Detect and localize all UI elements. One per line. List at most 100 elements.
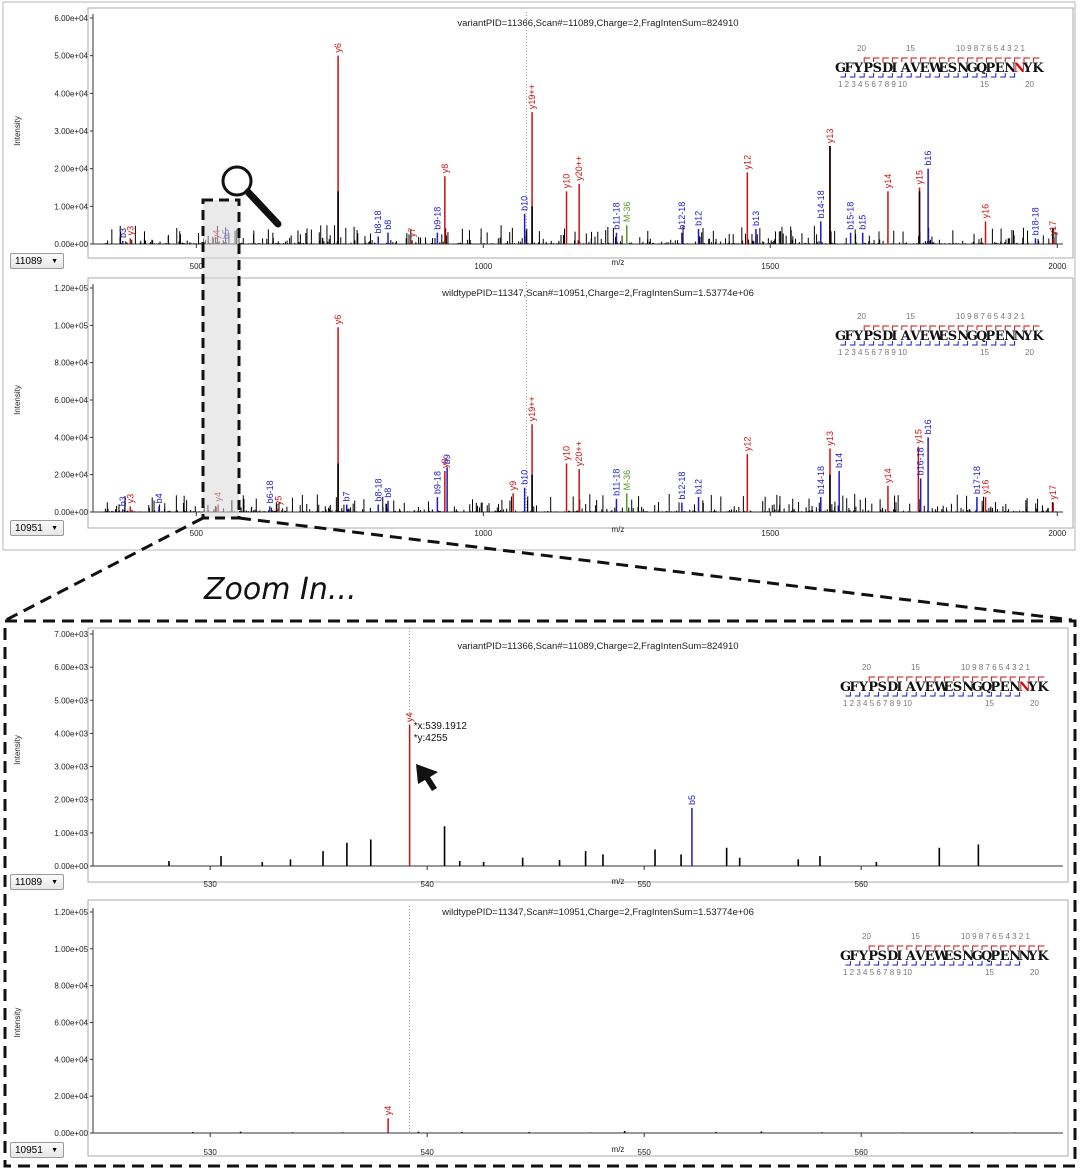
y-fragment-bracket <box>896 676 904 681</box>
peak-label: b9-18 <box>432 471 442 494</box>
b-fragment-bracket <box>887 73 893 78</box>
b-fragment-bracket <box>878 341 884 346</box>
y-tick-label: 4.00e+04 <box>54 433 88 442</box>
seq-top-number: 15 <box>911 932 920 941</box>
b-fragment-bracket <box>845 692 851 697</box>
b-fragment-bracket <box>972 341 978 346</box>
magnifier-icon <box>221 165 282 228</box>
seq-bottom-number: 20 <box>1030 699 1039 708</box>
x-axis-label: m/z <box>612 877 625 886</box>
b-fragment-bracket <box>990 341 997 346</box>
dropdown-chevron-icon: ▼ <box>51 525 58 532</box>
y-fragment-bracket <box>901 57 908 62</box>
sequence-residue: G <box>840 949 851 964</box>
peak-label: b18-18 <box>1030 207 1040 235</box>
y-fragment-bracket <box>891 325 899 330</box>
sequence-residue: F <box>844 329 854 344</box>
peak-label: y19++ <box>527 396 537 421</box>
y-fragment-bracket <box>929 325 936 330</box>
y-fragment-bracket <box>910 57 918 62</box>
sequence-residue: E <box>938 329 948 344</box>
sequence-residue: N <box>1004 61 1016 76</box>
sequence-residue: G <box>835 329 846 344</box>
sequence-residue: I <box>896 680 902 695</box>
sequence-residue: N <box>1009 949 1021 964</box>
b-fragment-bracket <box>986 692 992 697</box>
peak-label: b12 <box>694 479 704 494</box>
y-fragment-bracket <box>1023 325 1030 330</box>
x-tick-label: 500 <box>190 529 204 538</box>
y-fragment-bracket <box>878 945 885 950</box>
y-fragment-bracket <box>943 945 951 950</box>
y-fragment-bracket <box>990 676 998 681</box>
b-fragment-bracket <box>892 692 898 697</box>
y-fragment-bracket <box>1000 676 1007 681</box>
sequence-residue: G <box>835 61 846 76</box>
peak-label: M-36 <box>622 470 632 491</box>
y-fragment-bracket <box>962 945 970 950</box>
x-tick-label: 560 <box>855 880 869 889</box>
dropdown-chevron-icon: ▼ <box>51 258 58 265</box>
sequence-residue: P <box>868 680 878 695</box>
b-fragment-bracket <box>1014 692 1021 697</box>
x-tick-label: 1000 <box>474 529 492 538</box>
sequence-residue: E <box>920 61 930 76</box>
b-fragment-bracket <box>953 73 959 78</box>
y-tick-label: 3.00e+03 <box>54 763 88 772</box>
spectrum-chart-top-wildtype: 0.00e+00 2.00e+04 4.00e+04 6.00e+04 8.00e+04… <box>13 277 1074 538</box>
seq-top-number: 15 <box>906 312 915 321</box>
sequence-residue: D <box>887 680 898 695</box>
magnifier-handle <box>244 188 282 228</box>
peak-label: b12-18 <box>677 472 687 500</box>
y-tick-label: 2.00e+03 <box>54 796 88 805</box>
y-fragment-bracket <box>967 325 974 330</box>
zoom-frame <box>3 619 1077 1168</box>
seq-bottom-number: 15 <box>980 348 989 357</box>
y-axis-label: Intensity <box>13 735 22 765</box>
sequence-residue: D <box>887 949 898 964</box>
y-fragment-bracket <box>915 676 923 681</box>
scan-selector-top-wildtype[interactable]: 10951 ▼ <box>10 520 64 536</box>
peak-label: y14 <box>883 468 893 483</box>
y-tick-label: 1.00e+05 <box>54 945 88 954</box>
y-fragment-bracket <box>873 325 880 330</box>
sequence-residue: A <box>900 61 912 76</box>
scan-selector-value: 11089 <box>15 877 43 888</box>
b-fragment-bracket <box>840 73 846 78</box>
b-fragment-bracket <box>840 341 846 346</box>
sequence-residue: K <box>1037 949 1049 964</box>
peak-label: b7 <box>342 492 352 502</box>
sequence-residue: N <box>1009 680 1021 695</box>
peak-label: b11-18 <box>611 202 621 229</box>
sequence-residue: N <box>962 949 974 964</box>
scan-selector-zoom-variant[interactable]: 11089 ▼ <box>10 874 64 890</box>
peak-label: b8-18 <box>373 210 383 233</box>
b-fragment-bracket <box>1000 341 1006 346</box>
sequence-residue: E <box>1000 949 1010 964</box>
sequence-residue: Y <box>1027 949 1038 964</box>
scan-selector-zoom-wildtype[interactable]: 10951 ▼ <box>10 1142 64 1158</box>
x-axis-label: m/z <box>612 1145 625 1154</box>
y-fragment-bracket <box>1004 57 1012 62</box>
b-fragment-bracket <box>878 73 884 78</box>
plot-frame <box>87 7 1074 259</box>
peak-label: y20++ <box>574 156 584 181</box>
peak-label: y14 <box>883 174 893 189</box>
b-fragment-bracket <box>930 961 936 966</box>
chart-title: wildtypePID=11347,Scan#=10951,Charge=2,F… <box>441 288 754 299</box>
sequence-residue: G <box>967 61 978 76</box>
scan-selector-top-variant[interactable]: 11089 ▼ <box>10 253 64 269</box>
peak-label: b14 <box>834 453 844 468</box>
peak-label: y10 <box>562 446 572 461</box>
y-fragment-bracket <box>1028 676 1035 681</box>
peak-label: M-36 <box>622 202 632 223</box>
peak-label: y16 <box>981 480 991 495</box>
b-fragment-bracket <box>906 73 912 78</box>
sequence-residue: Y <box>1022 329 1033 344</box>
peak-label: y8 <box>440 458 450 468</box>
peak-label: b12-18 <box>677 202 687 230</box>
b-fragment-bracket <box>934 341 940 346</box>
y-fragment-bracket <box>995 325 1002 330</box>
spectrum-chart-top-variant: 0.00e+00 1.00e+04 2.00e+04 3.00e+04 4.00e+04… <box>13 7 1074 271</box>
y-fragment-bracket <box>925 676 932 681</box>
